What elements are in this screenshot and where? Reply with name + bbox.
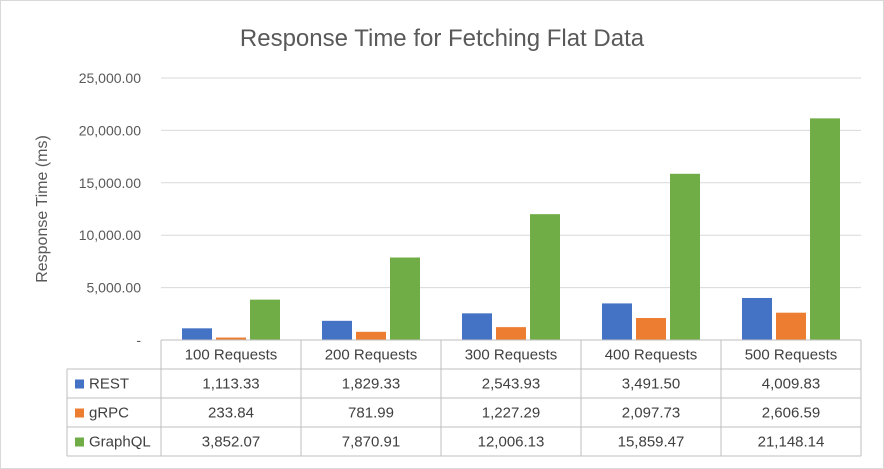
legend-key-rest <box>75 379 84 389</box>
bar-rest-2 <box>322 320 352 340</box>
bar-rest-5 <box>742 297 772 340</box>
bar-rest-1 <box>182 328 212 340</box>
data-label: 4,009.83 <box>762 376 820 393</box>
bar-grpc-1 <box>216 337 246 340</box>
data-label: 3,491.50 <box>622 376 680 393</box>
y-tick-label: 5,000.00 <box>87 280 142 296</box>
bars <box>182 118 840 340</box>
gridlines <box>161 77 861 289</box>
data-table: 100 Requests 200 Requests 300 Requests 400 … <box>66 339 862 457</box>
category-label: 200 Requests <box>325 347 418 364</box>
bar-grpc-3 <box>496 327 526 340</box>
bar-grpc-5 <box>776 312 806 340</box>
y-tick-label: 20,000.00 <box>79 122 141 138</box>
category-label: 500 Requests <box>745 347 838 364</box>
bar-grpc-2 <box>356 331 386 340</box>
bar-graphql-4 <box>670 173 700 340</box>
data-label: 7,870.91 <box>342 434 400 451</box>
category-label: 100 Requests <box>185 347 278 364</box>
data-label: 12,006.13 <box>478 434 545 451</box>
data-label: 1,829.33 <box>342 376 400 393</box>
bar-graphql-2 <box>390 257 420 340</box>
bar-grpc-4 <box>636 318 666 340</box>
bar-graphql-5 <box>810 118 840 340</box>
data-label: 15,859.47 <box>618 434 685 451</box>
data-label: 2,097.73 <box>622 405 680 422</box>
bar-graphql-3 <box>530 214 560 340</box>
data-label: 1,113.33 <box>202 376 259 393</box>
legend-label: gRPC <box>89 405 129 422</box>
bar-graphql-1 <box>250 299 280 340</box>
y-tick-label: - <box>136 332 141 348</box>
bar-rest-4 <box>602 303 632 340</box>
data-label: 3,852.07 <box>202 434 260 451</box>
data-label: 2,543.93 <box>482 376 540 393</box>
legend-key-graphql <box>75 437 84 447</box>
bar-rest-3 <box>462 313 492 340</box>
y-axis-ticks: - 5,000.00 10,000.00 15,000.00 20,000.00 25,0… <box>79 70 142 348</box>
data-label: 21,148.14 <box>758 434 825 451</box>
category-label: 400 Requests <box>605 347 698 364</box>
legend-key-grpc <box>75 408 84 418</box>
legend-label: REST <box>89 376 129 393</box>
data-label: 233.84 <box>208 405 254 422</box>
legend-label: GraphQL <box>89 434 151 451</box>
y-tick-label: 25,000.00 <box>79 70 141 86</box>
data-label: 2,606.59 <box>762 405 820 422</box>
y-axis-label: Response Time (ms) <box>34 135 51 283</box>
category-label: 300 Requests <box>465 347 558 364</box>
y-tick-label: 15,000.00 <box>79 175 141 191</box>
data-label: 781.99 <box>348 405 394 422</box>
data-label: 1,227.29 <box>482 405 540 422</box>
y-tick-label: 10,000.00 <box>79 227 141 243</box>
chart-title: Response Time for Fetching Flat Data <box>240 25 645 52</box>
